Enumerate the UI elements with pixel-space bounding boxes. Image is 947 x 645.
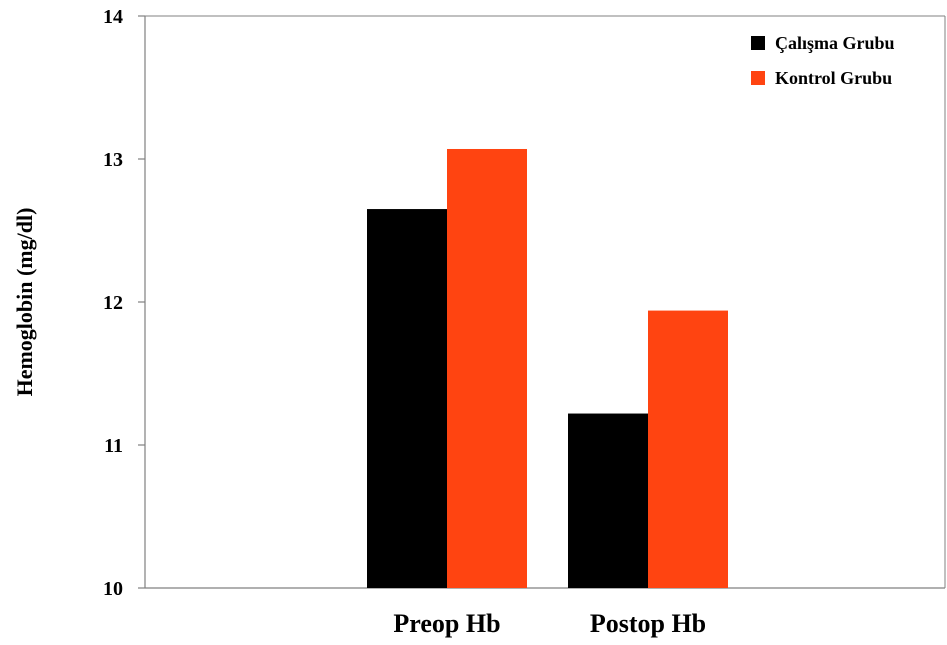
y-tick-label: 12 [103, 292, 123, 314]
bar-group [367, 148, 728, 589]
y-tick-label: 11 [104, 435, 123, 457]
y-axis: 10 11 12 13 14 [103, 6, 145, 600]
bar [568, 413, 648, 588]
y-tick-label: 10 [103, 578, 123, 600]
plot-area [144, 15, 946, 589]
y-axis-title: Hemoglobin (mg/dl) [12, 208, 37, 397]
legend-label: Kontrol Grubu [775, 68, 892, 88]
legend: Çalışma Grubu Kontrol Grubu [751, 33, 895, 88]
x-axis: Preop Hb Postop Hb [393, 609, 706, 638]
x-tick-label: Postop Hb [590, 609, 706, 638]
bar [447, 148, 527, 589]
bar [648, 310, 728, 588]
bar [367, 209, 447, 589]
y-tick-label: 13 [103, 149, 123, 171]
legend-swatch [751, 71, 765, 85]
y-tick-label: 14 [103, 6, 123, 28]
legend-label: Çalışma Grubu [775, 33, 895, 53]
legend-swatch [751, 36, 765, 50]
x-tick-label: Preop Hb [393, 609, 500, 638]
